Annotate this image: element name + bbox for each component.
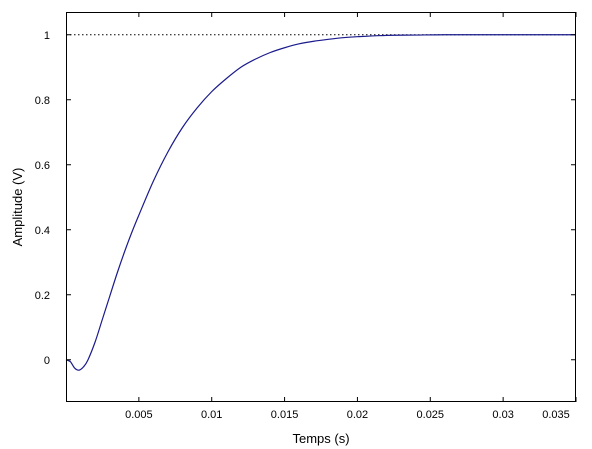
series-line [65,34,576,371]
y-tick-label: 0.6 [35,160,50,172]
x-tick-label: 0.035 [542,409,570,421]
x-tick-label: 0.01 [201,409,222,421]
plot-area [66,12,576,402]
y-tick-label: 0.8 [35,95,50,107]
y-axis-label: Amplitude (V) [10,168,25,247]
y-tick-label: 0.4 [35,225,50,237]
x-tick-label: 0.02 [347,409,368,421]
x-tick-label: 0.015 [271,409,299,421]
x-tick-label: 0.03 [492,409,513,421]
y-tick-label: 0 [44,355,50,367]
axis-ticks: 0.005 0.01 0.015 0.02 0.025 0.03 0.035 0 0.2 0.4 0… [35,12,577,421]
x-axis-label: Temps (s) [292,431,349,446]
x-tick-label: 0.025 [417,409,445,421]
y-tick-label: 0.2 [35,290,50,302]
plot-frame [66,12,576,402]
y-tick-label: 1 [44,30,50,42]
x-tick-label: 0.005 [125,409,153,421]
